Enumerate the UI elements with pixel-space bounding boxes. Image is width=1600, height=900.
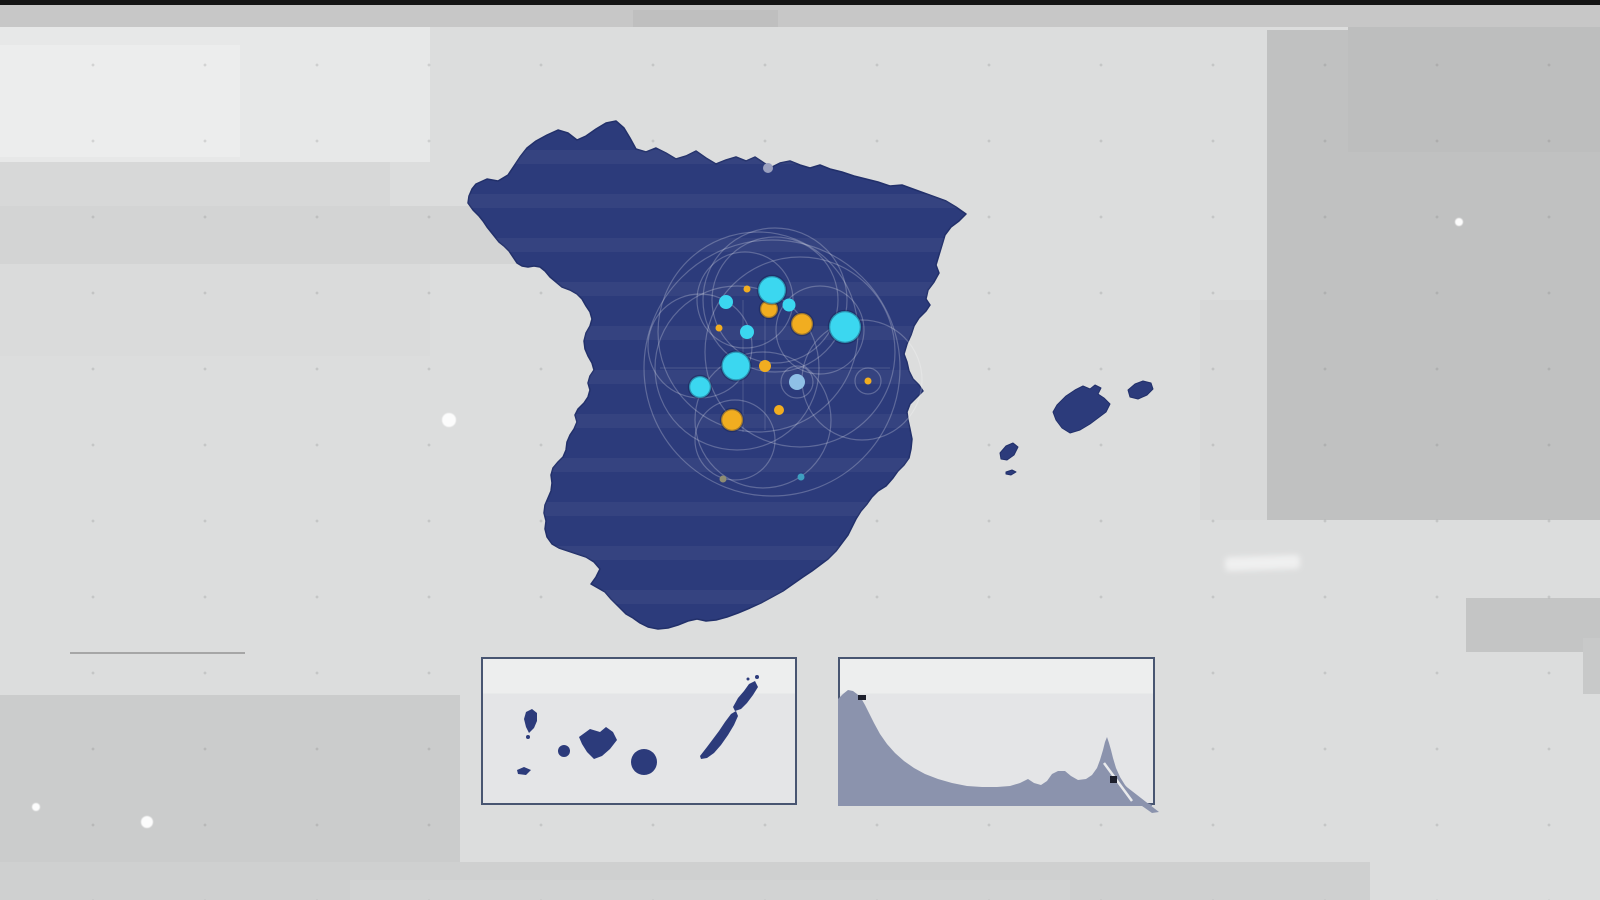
balearic-islands-layer <box>999 380 1154 476</box>
faint-smudge <box>1224 554 1301 572</box>
map-band <box>468 414 966 428</box>
map-band <box>468 326 966 340</box>
faint-lines-layer <box>660 282 890 432</box>
map-bubble <box>719 295 733 309</box>
background-block <box>0 206 550 264</box>
activity-ring <box>780 365 814 399</box>
map-bubble <box>763 163 773 173</box>
white-speck <box>1455 218 1463 226</box>
activity-ring <box>775 285 865 375</box>
balearic-island <box>999 442 1019 461</box>
map-bubble <box>759 360 771 372</box>
coast-silhouette-box <box>838 657 1155 805</box>
activity-rings-layer <box>643 227 923 497</box>
background-block <box>1583 638 1600 694</box>
white-speck <box>141 816 153 828</box>
map-bubble <box>758 298 780 320</box>
map-bubble <box>743 285 751 293</box>
background-block <box>1466 598 1600 652</box>
map-bubble <box>687 374 713 400</box>
background-block <box>0 45 240 157</box>
activity-ring <box>696 251 794 349</box>
background-block <box>0 162 390 206</box>
white-speck <box>32 803 40 811</box>
map-bubble <box>756 274 788 306</box>
map-band <box>468 150 966 164</box>
background-block <box>0 0 1600 5</box>
map-bubbles-layer <box>687 163 872 483</box>
activity-ring <box>704 256 896 448</box>
map-band <box>468 458 966 472</box>
map-bubble <box>827 309 863 345</box>
map-band <box>468 546 966 560</box>
background-block <box>1200 300 1267 520</box>
map-band <box>430 634 990 648</box>
activity-ring <box>801 319 923 441</box>
background-block <box>350 880 1070 900</box>
activity-ring <box>647 293 753 399</box>
map-bubble <box>719 475 727 483</box>
map-band <box>468 370 966 384</box>
canary-islands-box <box>481 657 797 805</box>
white-speck <box>442 413 456 427</box>
background-block <box>633 10 778 27</box>
map-bubble <box>864 377 872 385</box>
map-bubble <box>720 350 752 382</box>
map-bubble <box>719 407 745 433</box>
map-bubble <box>797 473 805 481</box>
background-block <box>0 264 430 356</box>
map-bubble <box>740 325 754 339</box>
background-block <box>0 5 1600 27</box>
map-bubble <box>774 405 784 415</box>
background-block <box>1348 10 1600 152</box>
map-band <box>468 590 966 604</box>
balearic-island <box>1005 469 1017 476</box>
balearic-island <box>1127 380 1154 400</box>
activity-ring <box>702 227 848 373</box>
activity-ring <box>854 367 882 395</box>
map-bubble <box>782 298 796 312</box>
thin-line <box>70 652 245 654</box>
map-band <box>468 282 966 296</box>
map-band <box>468 502 966 516</box>
activity-ring <box>694 351 832 489</box>
peninsula-shape <box>467 120 967 630</box>
activity-ring <box>654 285 820 451</box>
activity-ring <box>657 231 859 433</box>
map-bubble <box>789 374 805 390</box>
map-bubble <box>715 324 723 332</box>
map-bubble <box>789 311 815 337</box>
activity-ring <box>711 236 839 364</box>
peninsula-layer <box>467 120 967 630</box>
activity-ring <box>694 399 776 481</box>
activity-ring <box>643 239 901 497</box>
balearic-island <box>1052 384 1111 434</box>
